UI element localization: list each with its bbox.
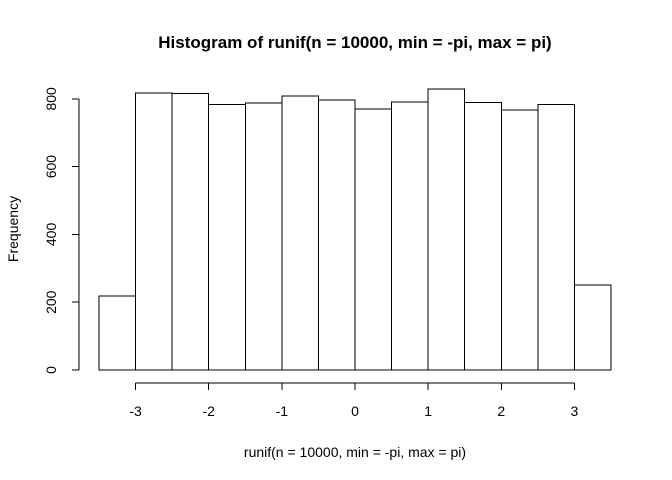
histogram-bar-12 xyxy=(500,109,539,371)
histogram-bar-6 xyxy=(281,95,319,371)
histogram-bar-9 xyxy=(391,101,429,371)
y-tick-label: 400 xyxy=(43,223,59,247)
x-tick-label: 0 xyxy=(351,403,359,419)
histogram-bar-3 xyxy=(171,93,210,371)
histogram-bar-1 xyxy=(98,295,137,371)
x-tick-label: 1 xyxy=(424,403,432,419)
histogram-bars xyxy=(98,88,612,371)
histogram-bar-11 xyxy=(464,102,502,371)
histogram-bar-2 xyxy=(135,92,173,371)
chart-title: Histogram of runif(n = 10000, min = -pi,… xyxy=(158,33,551,52)
histogram-bar-14 xyxy=(573,284,612,371)
histogram-bar-4 xyxy=(208,104,246,371)
y-axis-label: Frequency xyxy=(5,196,21,262)
histogram-bar-5 xyxy=(244,102,283,371)
x-tick-label: 3 xyxy=(571,403,579,419)
y-axis: 0 200 400 600 800 xyxy=(43,87,80,374)
histogram-bar-7 xyxy=(317,99,356,371)
y-tick-label: 200 xyxy=(43,290,59,314)
y-tick-label: 600 xyxy=(43,155,59,179)
x-tick-label: -2 xyxy=(202,403,215,419)
y-tick-label: 800 xyxy=(43,87,59,111)
histogram-bar-13 xyxy=(537,104,575,371)
x-axis: -3 -2 -1 0 1 2 3 xyxy=(129,382,579,419)
y-tick-label: 0 xyxy=(43,366,59,374)
x-tick-label: -1 xyxy=(276,403,289,419)
x-tick-label: 2 xyxy=(497,403,505,419)
x-tick-label: -3 xyxy=(129,403,142,419)
x-axis-label: runif(n = 10000, min = -pi, max = pi) xyxy=(244,444,466,460)
histogram-bar-10 xyxy=(427,88,466,371)
histogram-bar-8 xyxy=(354,108,393,371)
